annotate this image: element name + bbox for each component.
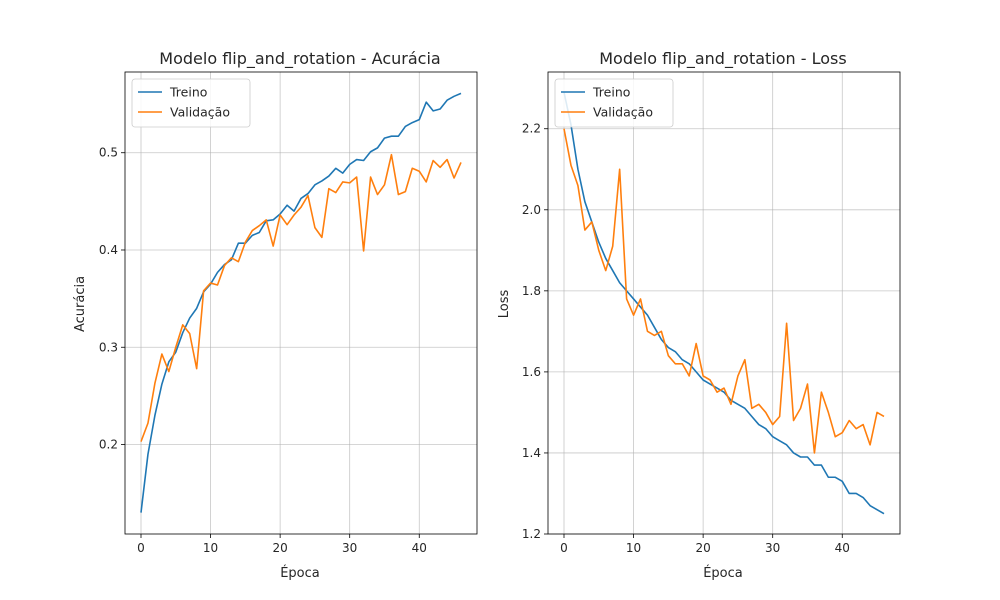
series-line-treino <box>563 92 885 515</box>
legend-box <box>554 78 674 128</box>
series-lines <box>140 92 462 513</box>
legend: Treino Validação <box>554 78 674 128</box>
y-axis-label: Loss <box>497 290 512 319</box>
y-tick-label: 0.5 <box>99 146 118 160</box>
legend-label: Validação <box>170 105 230 120</box>
y-tick-label: 2.2 <box>522 122 541 136</box>
x-tick-label: 10 <box>626 541 641 555</box>
x-tick-label: 40 <box>412 541 427 555</box>
accuracy-chart: Modelo flip_and_rotation - Acurácia Époc… <box>73 49 478 581</box>
y-tick-label: 1.2 <box>522 527 541 541</box>
y-tick-label: 1.4 <box>522 446 541 460</box>
series-line-treino <box>140 92 462 513</box>
plot-frame <box>124 71 478 535</box>
x-tick-label: 0 <box>137 541 145 555</box>
grid <box>548 72 900 535</box>
plot-frame <box>547 71 901 535</box>
y-tick-label: 0.2 <box>99 438 118 452</box>
series-lines <box>563 92 885 515</box>
x-tick-label: 10 <box>203 541 218 555</box>
x-tick-label: 20 <box>272 541 287 555</box>
ticks: 0 10 20 30 40 0.2 0.3 0.4 0.5 <box>99 146 427 555</box>
legend-box <box>131 78 251 128</box>
y-tick-label: 2.0 <box>522 203 541 217</box>
x-axis-label: Época <box>280 565 320 581</box>
y-tick-label: 1.8 <box>522 284 541 298</box>
x-tick-label: 30 <box>765 541 780 555</box>
grid <box>125 72 477 534</box>
ticks: 0 10 20 30 40 1.2 1.4 1.6 1.8 2.0 2.2 <box>522 122 850 555</box>
series-line-validação <box>563 128 885 454</box>
legend: Treino Validação <box>131 78 251 128</box>
chart-title: Modelo flip_and_rotation - Loss <box>599 49 846 69</box>
x-tick-label: 30 <box>342 541 357 555</box>
y-tick-label: 0.4 <box>99 243 118 257</box>
legend-label: Treino <box>592 85 630 100</box>
legend-label: Validação <box>593 105 653 120</box>
y-axis-label: Acurácia <box>73 276 88 332</box>
y-tick-label: 1.6 <box>522 365 541 379</box>
x-tick-label: 40 <box>835 541 850 555</box>
x-axis-label: Época <box>703 565 743 581</box>
legend-label: Treino <box>169 85 207 100</box>
x-tick-label: 0 <box>560 541 568 555</box>
series-line-validação <box>140 153 462 442</box>
y-tick-label: 0.3 <box>99 340 118 354</box>
x-tick-label: 20 <box>695 541 710 555</box>
chart-title: Modelo flip_and_rotation - Acurácia <box>159 49 440 69</box>
loss-chart: Modelo flip_and_rotation - Loss Época Lo… <box>497 49 901 581</box>
